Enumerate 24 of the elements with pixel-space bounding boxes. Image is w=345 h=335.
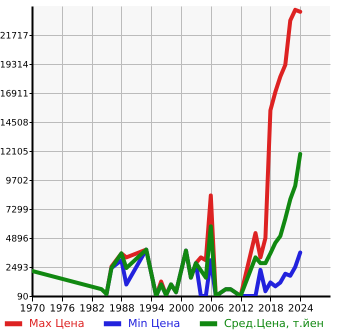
- legend-label: Max Цена: [29, 316, 84, 330]
- x-tick-label: 1976: [50, 304, 76, 314]
- y-tick-label: 4896: [6, 234, 29, 244]
- x-tick-label: 2024: [288, 304, 314, 314]
- y-tick-label: 16911: [0, 90, 28, 100]
- y-tick-label: 9702: [6, 176, 28, 186]
- x-tick-label: 1970: [20, 304, 46, 314]
- line-series: [32, 152, 302, 296]
- x-tick-label: 1994: [138, 304, 164, 314]
- y-tick-label: 21717: [0, 32, 28, 42]
- y-tick-label: 90: [17, 292, 29, 302]
- y-tick-label: 2493: [6, 264, 28, 274]
- legend-label: Сред.Цена, т.йен: [224, 316, 324, 330]
- x-tick-label: 2000: [168, 304, 194, 314]
- x-tick-label: 1988: [109, 304, 135, 314]
- x-tick-label: 2012: [228, 304, 254, 314]
- legend-label: Min Цена: [128, 316, 180, 330]
- y-tick-label: 7299: [6, 206, 29, 216]
- x-tick-label: 1982: [79, 304, 105, 314]
- y-tick-label: 19314: [0, 60, 29, 70]
- x-tick-label: 2006: [198, 304, 224, 314]
- x-tick-label: 2018: [258, 304, 284, 314]
- y-tick-label: 14508: [0, 118, 29, 128]
- y-tick-label: 12105: [0, 148, 28, 158]
